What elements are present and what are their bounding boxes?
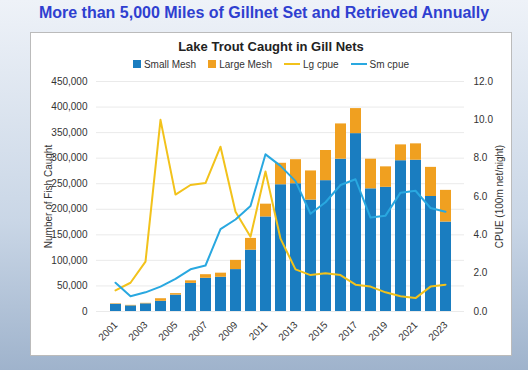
svg-text:2021: 2021 [396, 319, 420, 343]
html-text:More than 5,000 Miles of Gilln: More than 5,000 Miles of Gillnet Set and… [38, 4, 490, 21]
html-text:Large Mesh: Large Mesh [219, 58, 272, 70]
svg-text:12.0: 12.0 [474, 76, 494, 87]
svg-text:2009: 2009 [216, 319, 240, 343]
svg-text:2007: 2007 [186, 319, 210, 343]
svg-text:350,000: 350,000 [51, 127, 88, 138]
svg-text:400,000: 400,000 [51, 101, 88, 112]
svg-text:2019: 2019 [366, 319, 390, 343]
svg-text:250,000: 250,000 [51, 178, 88, 189]
svg-text:2023: 2023 [426, 319, 450, 343]
svg-text:2005: 2005 [156, 319, 180, 343]
svg-text:0.0: 0.0 [474, 306, 488, 317]
svg-text:2003: 2003 [126, 319, 150, 343]
svg-text:Number of Fish Caught: Number of Fish Caught [43, 145, 54, 249]
svg-text:50,000: 50,000 [57, 280, 88, 291]
svg-text:CPUE (100m net/night): CPUE (100m net/night) [494, 145, 505, 248]
html-text:Lake Trout Caught in Gill Nets: Lake Trout Caught in Gill Nets [178, 39, 364, 54]
svg-text:6.0: 6.0 [474, 191, 488, 202]
svg-text:2015: 2015 [306, 319, 330, 343]
svg-text:2017: 2017 [336, 319, 360, 343]
svg-text:150,000: 150,000 [51, 229, 88, 240]
svg-text:200,000: 200,000 [51, 203, 88, 214]
svg-text:10.0: 10.0 [474, 114, 494, 125]
svg-text:2013: 2013 [276, 319, 300, 343]
svg-text:2.0: 2.0 [474, 267, 488, 278]
svg-text:4.0: 4.0 [474, 229, 488, 240]
html-text:Sm cpue: Sm cpue [369, 58, 410, 70]
svg-text:2001: 2001 [96, 319, 120, 343]
svg-text:450,000: 450,000 [51, 76, 88, 87]
html-text:Small Mesh: Small Mesh [143, 58, 197, 70]
svg-text:2011: 2011 [247, 319, 270, 342]
svg-text:8.0: 8.0 [474, 152, 488, 163]
svg-text:0: 0 [82, 306, 88, 317]
html-text:Lg cpue: Lg cpue [303, 58, 339, 70]
svg-text:300,000: 300,000 [51, 152, 88, 163]
svg-text:100,000: 100,000 [51, 255, 88, 266]
